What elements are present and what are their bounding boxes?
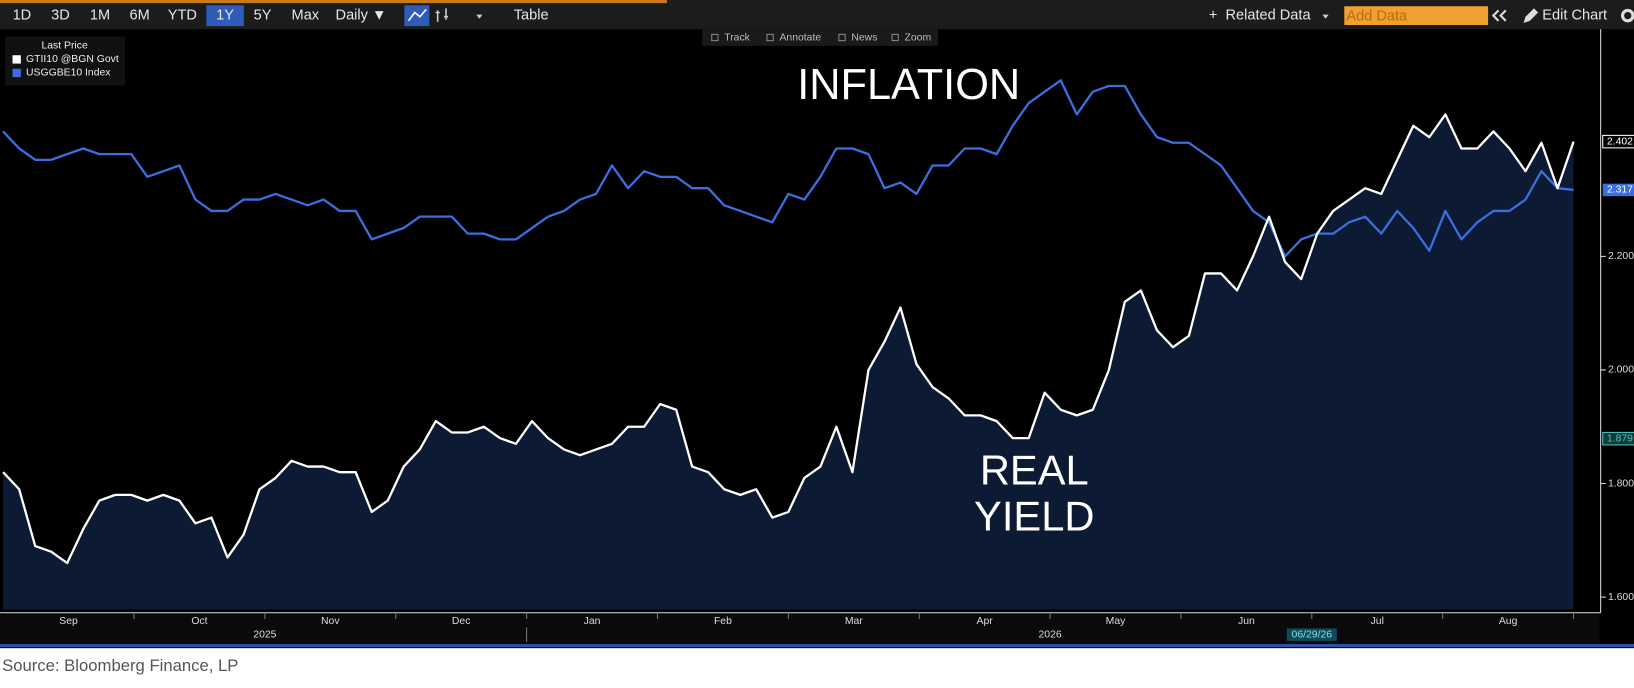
legend <box>5 36 126 86</box>
x-axis-band <box>0 612 1600 645</box>
y-tick-label: 2.000 <box>1608 365 1634 376</box>
last-value-label: 2.317 <box>1607 185 1633 196</box>
range-button[interactable]: 1Y <box>216 7 234 23</box>
x-tick-label: Jul <box>1371 616 1384 627</box>
settings-icon[interactable] <box>1620 8 1634 23</box>
legend-label: USGGBE10 Index <box>26 68 111 79</box>
dropdown-icon[interactable] <box>1322 14 1329 19</box>
active-range-bg <box>206 5 244 27</box>
date-flag: 06/29/26 <box>1292 629 1333 640</box>
add-data-placeholder[interactable]: Add Data <box>1346 9 1408 25</box>
range-button[interactable]: 3D <box>51 7 70 23</box>
bottom-rule <box>0 644 1634 648</box>
range-button[interactable]: Max <box>292 7 320 23</box>
legend-label: GTII10 @BGN Govt <box>26 54 119 65</box>
legend-title: Last Price <box>41 41 87 52</box>
tool-icon[interactable] <box>766 33 774 42</box>
chart-tool[interactable]: Annotate <box>779 32 821 43</box>
legend-swatch <box>12 68 21 78</box>
dropdown-icon[interactable] <box>476 14 483 19</box>
chart-tool[interactable]: Track <box>724 32 750 43</box>
legend-swatch <box>12 55 21 64</box>
tool-icon[interactable] <box>891 33 899 42</box>
collapse-icon[interactable] <box>1491 9 1507 22</box>
series-line <box>2 79 1574 258</box>
last-value-label: 1.879 <box>1607 433 1633 444</box>
y-tick-label: 1.600 <box>1608 592 1634 603</box>
date-flag-bg <box>1286 628 1337 641</box>
plus-icon: + <box>1209 7 1218 23</box>
x-tick-label: Oct <box>191 616 207 627</box>
year-label: 2025 <box>253 629 276 640</box>
x-tick-label: Mar <box>845 616 863 627</box>
x-tick-label: Nov <box>321 616 340 627</box>
range-button[interactable]: 5Y <box>254 7 272 23</box>
range-button[interactable]: 6M <box>130 7 150 23</box>
x-tick-label: Sep <box>59 616 78 627</box>
x-tick-label: Jan <box>584 616 601 627</box>
x-tick-label: Feb <box>714 616 732 627</box>
edit-chart-button[interactable]: Edit Chart <box>1542 7 1607 23</box>
range-button[interactable]: 1M <box>90 7 110 23</box>
chart-tool[interactable]: Zoom <box>905 32 932 43</box>
last-value-tag <box>1602 183 1634 197</box>
annotation: REAL YIELD <box>974 448 1095 540</box>
last-value-tag <box>1602 431 1634 446</box>
last-value-label: 2.402 <box>1607 136 1633 147</box>
pencil-icon <box>1523 8 1539 23</box>
last-value-tag <box>1602 134 1634 149</box>
add-data-input[interactable] <box>1344 6 1489 26</box>
annotation: INFLATION <box>797 60 1020 109</box>
x-tick-label: May <box>1106 616 1126 627</box>
line-chart-glyph <box>407 8 427 22</box>
x-tick-label: Jun <box>1238 616 1255 627</box>
source-note: Source: Bloomberg Finance, LP <box>2 657 239 676</box>
tool-icon[interactable] <box>838 33 846 42</box>
y-tick-label: 2.200 <box>1608 251 1634 262</box>
x-tick-label: Dec <box>452 616 471 627</box>
range-button[interactable]: 1D <box>13 7 32 23</box>
x-tick-label: Aug <box>1499 616 1518 627</box>
chart-tool[interactable]: News <box>851 32 877 43</box>
x-tick-label: Apr <box>977 616 994 627</box>
table-button[interactable]: Table <box>514 7 549 23</box>
related-data-button[interactable]: Related Data <box>1225 7 1311 23</box>
series-line <box>2 113 1575 565</box>
chart-tools-bar <box>702 29 938 46</box>
bar-chart-icon[interactable] <box>435 8 449 22</box>
range-button[interactable]: YTD <box>168 7 197 23</box>
year-label: 2026 <box>1039 629 1062 640</box>
line-chart-icon[interactable] <box>404 5 430 27</box>
tool-icon[interactable] <box>711 33 719 42</box>
frequency-button[interactable]: Daily ▼ <box>336 7 387 23</box>
tab-strip <box>0 0 667 4</box>
y-tick-label: 1.800 <box>1608 478 1634 489</box>
